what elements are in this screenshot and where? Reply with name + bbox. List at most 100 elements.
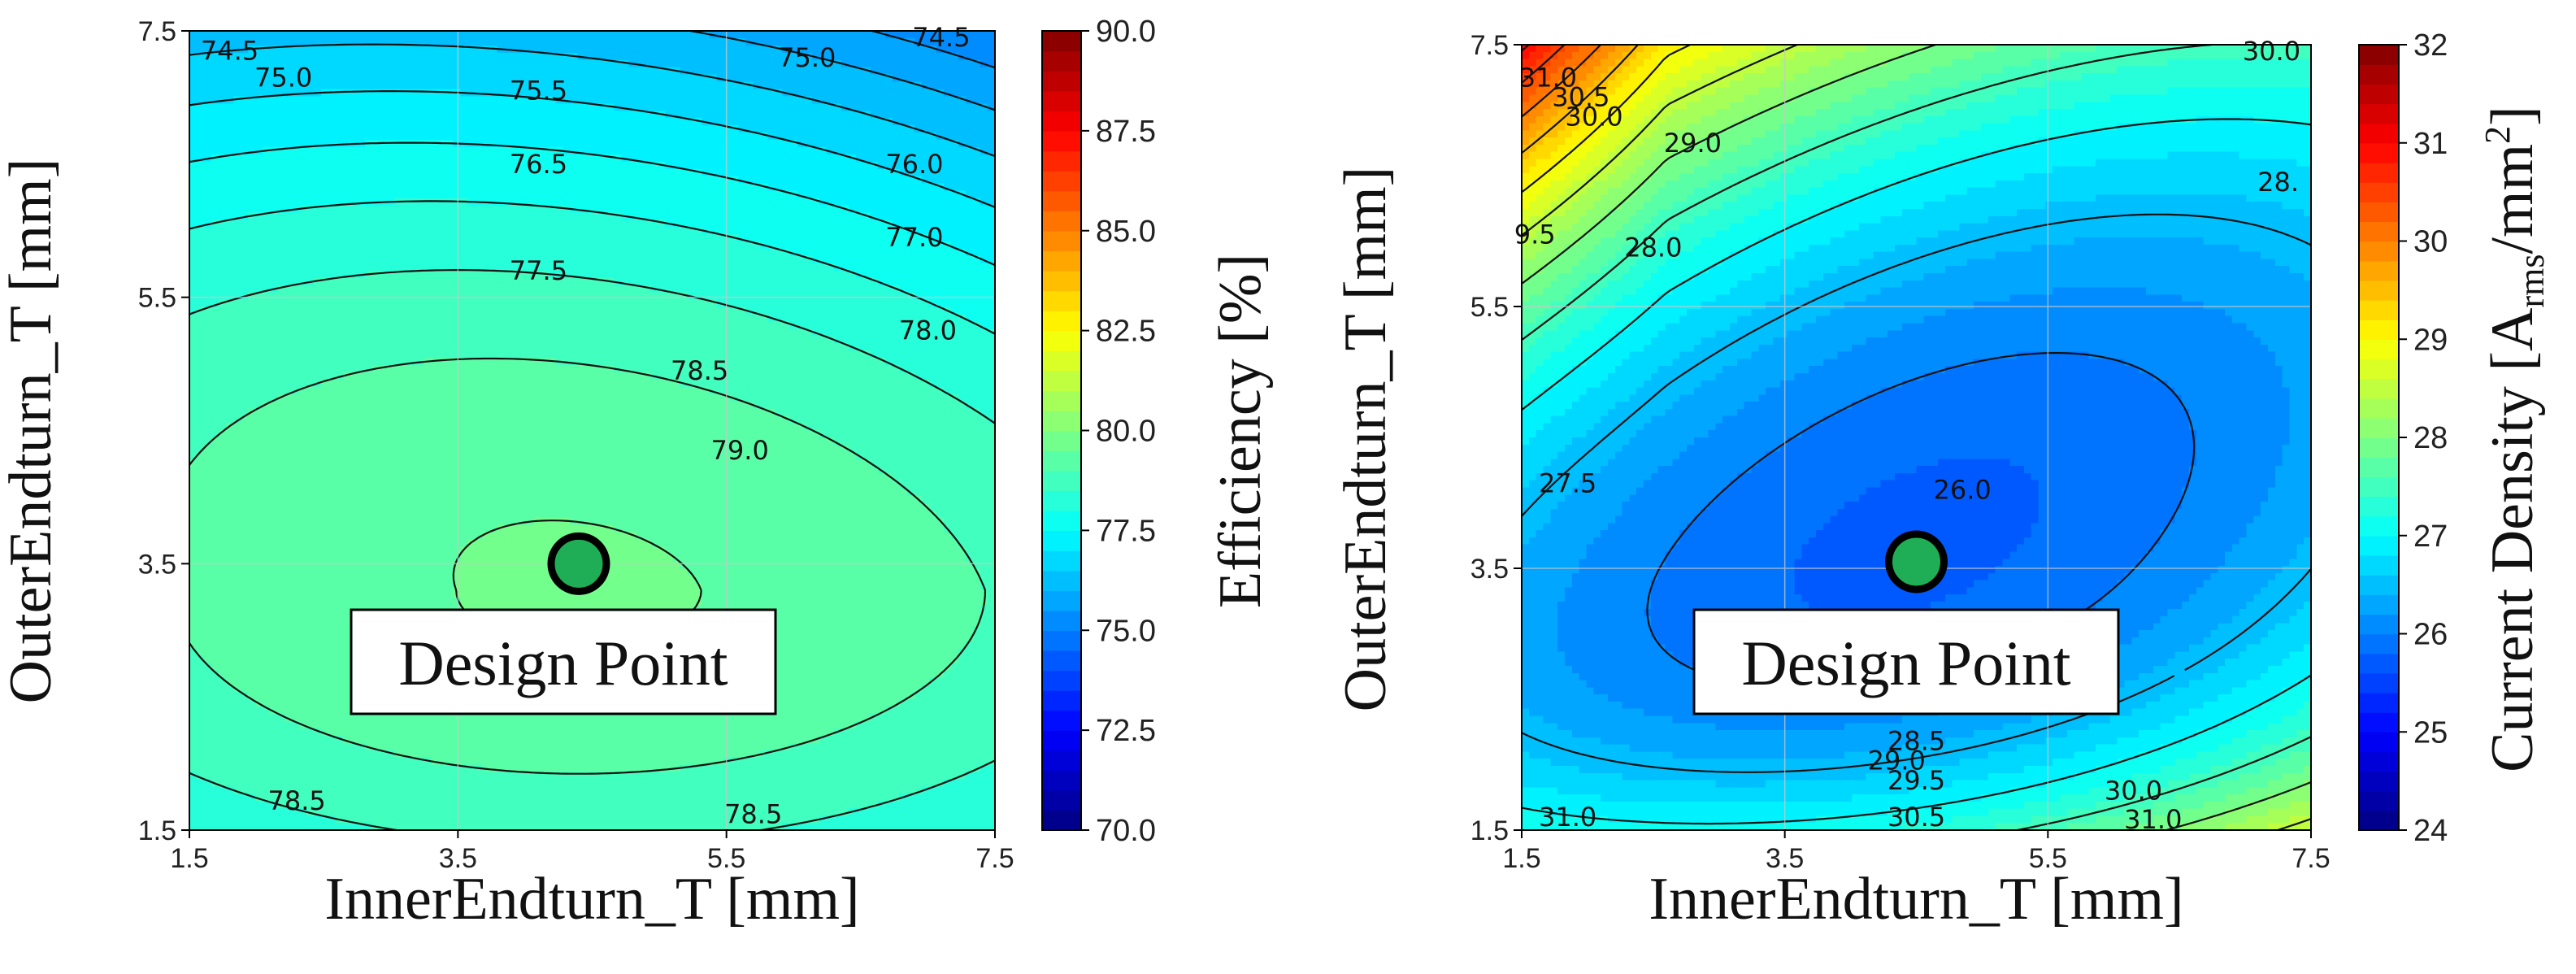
y-tick-label: 7.5 xyxy=(1470,30,1509,61)
y-tick-label: 1.5 xyxy=(1470,815,1509,846)
colorbar-label-part: 2 xyxy=(2478,126,2517,144)
colorbar-band xyxy=(2359,182,2399,202)
contour-label: 77.5 xyxy=(510,255,567,286)
colorbar-band xyxy=(1042,231,1081,251)
y-axis-label: OuterEndturn_T [mm] xyxy=(1332,167,1399,712)
contour-label: 78.5 xyxy=(268,785,326,816)
colorbar-tick-label: 27 xyxy=(2413,520,2448,554)
colorbar-band xyxy=(2359,634,2399,654)
colorbar-tick-label: 31 xyxy=(2413,127,2448,161)
colorbar-band xyxy=(1042,431,1081,451)
x-axis-label: InnerEndturn_T [mm] xyxy=(324,866,859,933)
colorbar-band xyxy=(2359,320,2399,340)
x-tick-label: 7.5 xyxy=(975,843,1014,874)
contour-label: 74.5 xyxy=(201,36,258,67)
design-point-marker xyxy=(1889,534,1944,589)
contour-label: 30.0 xyxy=(1565,102,1622,133)
colorbar-tick-label: 32 xyxy=(2413,28,2448,63)
x-tick-label: 1.5 xyxy=(1502,843,1540,874)
y-tick-label: 5.5 xyxy=(1470,292,1509,323)
colorbar-band xyxy=(2359,124,2399,144)
contour-label: 29.5 xyxy=(1887,765,1945,796)
colorbar-label-part: rms xyxy=(2512,254,2552,308)
colorbar-band xyxy=(2359,575,2399,595)
contour-label: 29.0 xyxy=(1664,128,1722,159)
contour-label: 75.5 xyxy=(510,76,567,107)
colorbar-tick-label: 28 xyxy=(2413,421,2448,455)
colorbar-tick-label: 70.0 xyxy=(1096,814,1156,848)
colorbar-band xyxy=(2359,693,2399,713)
colorbar-band xyxy=(1042,550,1081,571)
contour-label: 30.5 xyxy=(1887,802,1945,833)
colorbar-tick-label: 87.5 xyxy=(1096,115,1156,149)
contour-label: 79.0 xyxy=(711,435,769,466)
colorbar-band xyxy=(2359,280,2399,301)
colorbar: 70.072.575.077.580.082.585.087.590.0Effi… xyxy=(1042,15,1274,848)
colorbar-band xyxy=(1042,191,1081,211)
colorbar-band xyxy=(2359,339,2399,359)
contour-label: 75.0 xyxy=(778,42,836,73)
contour-label: 74.5 xyxy=(912,22,970,53)
colorbar-band xyxy=(1042,530,1081,550)
colorbar-band xyxy=(2359,555,2399,576)
colorbar-band xyxy=(1042,91,1081,111)
colorbar-band xyxy=(1042,331,1081,351)
contour-label: 30.0 xyxy=(2243,36,2300,67)
x-tick-label: 1.5 xyxy=(170,843,208,874)
contour-label: 75.0 xyxy=(254,62,312,93)
contour-label: 78.5 xyxy=(724,798,782,829)
colorbar-band xyxy=(1042,111,1081,131)
colorbar-band xyxy=(2359,261,2399,281)
x-axis-label: InnerEndturn_T [mm] xyxy=(1649,866,2183,933)
colorbar-band xyxy=(2359,673,2399,694)
colorbar-band xyxy=(2359,457,2399,477)
colorbar-band xyxy=(2359,221,2399,241)
colorbar-tick-label: 77.5 xyxy=(1096,514,1156,548)
colorbar-band xyxy=(1042,411,1081,431)
colorbar-band xyxy=(1042,770,1081,790)
colorbar-band xyxy=(1042,290,1081,311)
contour-label: 9.5 xyxy=(1514,219,1556,250)
colorbar-band xyxy=(2359,64,2399,85)
colorbar-band xyxy=(1042,690,1081,711)
contour-label: 30.0 xyxy=(2105,776,2162,807)
contour-label: 78.0 xyxy=(899,315,957,346)
colorbar-band xyxy=(1042,131,1081,151)
colorbar-band xyxy=(1042,590,1081,611)
colorbar-tick-label: 24 xyxy=(2413,814,2448,848)
y-axis-label: OuterEndturn_T [mm] xyxy=(0,159,64,704)
colorbar-band xyxy=(2359,45,2399,65)
colorbar-band xyxy=(2359,614,2399,634)
colorbar-band xyxy=(2359,241,2399,262)
colorbar-band xyxy=(1042,390,1081,411)
colorbar-band xyxy=(2359,811,2399,831)
colorbar-tick-label: 26 xyxy=(2413,618,2448,652)
colorbar-tick-label: 90.0 xyxy=(1096,15,1156,49)
colorbar-band xyxy=(1042,571,1081,591)
design-point-marker xyxy=(551,536,606,591)
colorbar-band xyxy=(2359,359,2399,379)
colorbar-band xyxy=(2359,202,2399,222)
colorbar-label-part: ] xyxy=(2479,106,2546,126)
contour-label: 78.5 xyxy=(671,355,728,386)
contour-label: 28.0 xyxy=(1624,233,1682,263)
colorbar-band xyxy=(1042,250,1081,271)
colorbar-label: Current Density [Arms/mm2] xyxy=(2478,106,2552,772)
contour-label: 76.5 xyxy=(510,149,567,180)
y-tick-label: 7.5 xyxy=(138,16,176,47)
y-tick-label: 5.5 xyxy=(138,283,176,314)
y-tick-label: 3.5 xyxy=(1470,554,1509,585)
colorbar-band xyxy=(2359,536,2399,556)
y-tick-label: 1.5 xyxy=(138,815,176,846)
colorbar-band xyxy=(1042,750,1081,771)
colorbar-band xyxy=(1042,730,1081,750)
colorbar-band xyxy=(2359,437,2399,458)
x-tick-label: 7.5 xyxy=(2291,843,2330,874)
colorbar-band xyxy=(2359,103,2399,124)
colorbar-tick-label: 80.0 xyxy=(1096,415,1156,449)
